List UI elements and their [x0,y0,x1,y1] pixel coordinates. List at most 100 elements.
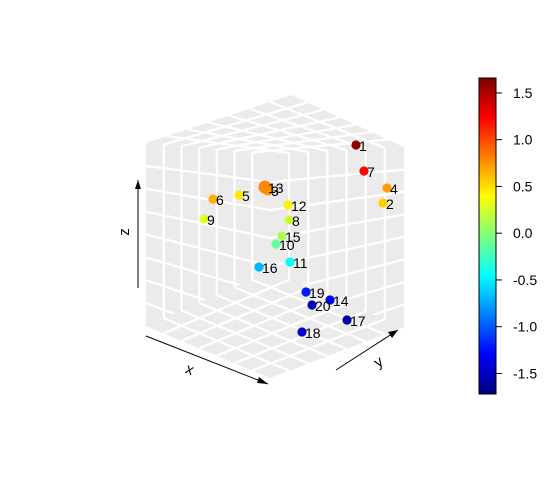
back-wall-left-gridline [145,233,271,268]
point-marker [359,166,369,176]
point-label: 2 [386,196,394,212]
top-face-gridline [216,123,356,151]
point-marker [208,194,218,204]
data-point-13: 13 [258,180,284,196]
data-point-9: 9 [199,212,215,228]
point-marker [285,257,295,267]
floor-gridline [163,278,290,335]
point-marker [277,231,287,241]
point-label: 20 [315,298,331,314]
colorbar-gradient [478,77,497,395]
point-label: 13 [268,180,284,196]
y-axis-arrowhead [388,330,398,338]
data-point-15: 15 [277,229,301,245]
back-wall-left-gridline [145,164,271,184]
data-point-16: 16 [254,260,278,276]
data-point-19: 19 [301,285,325,301]
floor-gridline [181,286,309,342]
floor-gridline [234,286,367,343]
point-marker [342,315,352,325]
top-face-gridline [252,138,388,154]
data-point-10: 10 [271,237,295,253]
point-label: 10 [279,237,295,253]
point-label: 7 [367,164,375,180]
back-wall-left-gridline [145,210,271,240]
point-marker [284,215,294,225]
x-axis-arrow [145,335,269,385]
point-marker [301,287,311,297]
z-axis-arrowhead [135,180,141,189]
colorbar-tick-label: 0.5 [513,178,533,194]
y-axis-title: y [371,353,387,372]
back-wall-right-gridline [269,168,405,184]
colorbar-tick-label: 0.0 [513,225,533,241]
x-axis-title: x [183,361,197,380]
point-label: 16 [262,260,278,276]
data-point-18: 18 [297,325,321,341]
data-point-20: 20 [307,298,331,314]
floor-gridline [181,309,309,365]
data-point-17: 17 [342,313,366,329]
floor-gridline [251,278,386,336]
floor-gridline [216,302,347,357]
point-label: 4 [390,181,398,197]
data-point-2: 2 [378,196,394,212]
data-point-14: 14 [325,293,349,309]
floor-gridline [198,301,328,358]
back-wall-left-gridline [145,187,271,212]
point-label: 9 [207,212,215,228]
data-point-6: 6 [208,192,224,208]
point-label: 17 [350,313,366,329]
point-marker [325,295,335,305]
top-face-gridline [249,107,367,151]
z-axis-title: z [116,228,133,236]
data-point-5: 5 [234,188,250,204]
point-marker [297,327,307,337]
colorbar: 1.5 1.0 0.5 0.0 -0.5 -1.0 -1.5 [478,77,537,395]
colorbar-tick-label: -0.5 [513,272,537,288]
x-axis-arrowhead [257,377,268,384]
colorbar-tick-label: 1.5 [513,85,533,101]
top-face-gridline [181,108,324,148]
data-point-4: 4 [382,181,398,197]
y-axis-arrow [335,329,399,371]
point-label: 18 [305,325,321,341]
point-label: 14 [333,293,349,309]
data-point-11: 11 [285,255,308,271]
back-wall-right-gridline [269,213,405,240]
floor-gridline [198,294,328,350]
point-marker [382,183,392,193]
data-point-12: 12 [283,198,307,214]
data-point-8: 8 [284,213,300,229]
point-marker [234,190,244,200]
data-point-1: 1 [351,138,367,154]
point-label: 6 [216,192,224,208]
colorbar-tick-label: -1.5 [513,365,537,381]
point-label: 19 [309,285,325,301]
point-label: 1 [359,138,367,154]
top-face-gridline [198,116,340,149]
point-label: 11 [293,255,308,271]
top-face-gridline [269,100,386,150]
point-marker [258,180,272,194]
point-label: 15 [285,229,301,245]
top-face-gridline [163,101,308,146]
point-marker [254,262,264,272]
point-marker [307,300,317,310]
data-point-7: 7 [359,164,375,180]
top-face-gridline [234,131,372,152]
floor-gridline [163,317,290,372]
floor-gridline [251,318,386,372]
point-marker [351,140,361,150]
point-label: 12 [291,198,307,214]
colorbar-tick-label: 1.0 [513,132,533,148]
point-marker [283,200,293,210]
point-marker [271,239,281,249]
floor [146,272,404,378]
colorbar-tick-label: -1.0 [513,319,537,335]
point-label: 8 [292,213,300,229]
plot-box [145,95,405,378]
point-label: 5 [242,188,250,204]
